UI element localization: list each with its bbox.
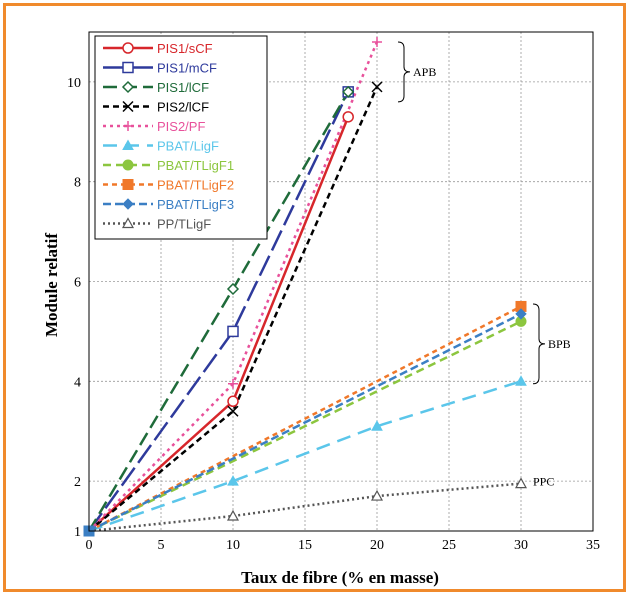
legend-label: PIS2/lCF	[157, 100, 209, 115]
data-point	[227, 405, 239, 417]
data-point	[371, 420, 383, 431]
data-point	[372, 36, 382, 47]
x-tick-label: 30	[514, 538, 528, 553]
series-line-3	[88, 86, 379, 532]
x-tick-label: 25	[442, 538, 456, 553]
data-point	[121, 217, 135, 229]
legend-label: PIS1/sCF	[157, 41, 213, 56]
data-point	[123, 121, 133, 131]
legend-label: PBAT/TLigF1	[157, 158, 234, 173]
y-axis-label: Module relatif	[42, 233, 61, 337]
data-point	[226, 509, 240, 521]
data-point	[342, 111, 354, 123]
legend-label: PBAT/LigF	[157, 139, 219, 154]
data-point	[122, 42, 134, 54]
y-tick-label: 1	[74, 525, 81, 540]
legend-label: PBAT/TLigF2	[157, 178, 234, 193]
data-point	[122, 100, 134, 113]
data-point	[515, 308, 527, 320]
brace	[397, 41, 411, 103]
series-line-5	[88, 380, 522, 533]
x-tick-label: 5	[158, 538, 165, 553]
data-point	[514, 477, 528, 489]
y-tick-label: 2	[74, 475, 81, 490]
data-point	[515, 375, 527, 386]
data-point	[226, 282, 240, 296]
legend: PIS1/sCF PIS1/mCF PIS1/lCF PIS2/lCF PIS2/PF P…	[94, 35, 268, 240]
annotation-label: BPB	[548, 337, 571, 351]
data-point	[371, 81, 383, 93]
plot-area	[88, 31, 594, 532]
data-point	[227, 325, 239, 338]
data-point	[122, 198, 134, 210]
data-point	[122, 139, 134, 150]
x-tick-label: 20	[370, 538, 384, 553]
y-tick-label: 10	[67, 76, 81, 91]
data-point	[121, 80, 135, 94]
grid	[89, 32, 593, 531]
data-point	[122, 179, 134, 190]
series-line-1	[87, 91, 350, 532]
series-line-8	[88, 312, 522, 533]
y-tick-label: 8	[74, 176, 81, 191]
legend-label: PIS2/PF	[157, 119, 205, 134]
x-tick-label: 15	[298, 538, 312, 553]
tick-labels: 0 5 10 15 20 25 30 35 1 2 4 6 8 10	[67, 76, 600, 553]
x-tick-label: 0	[86, 538, 93, 553]
data-point	[228, 378, 238, 389]
legend-label: PIS1/lCF	[157, 80, 209, 95]
y-tick-label: 4	[74, 375, 81, 390]
y-tick-label: 6	[74, 276, 81, 291]
data-point	[227, 395, 239, 408]
annotation-label: PPC	[533, 475, 554, 489]
brace	[532, 303, 546, 385]
data-point	[122, 159, 134, 171]
series-line-7	[88, 305, 522, 533]
legend-label: PBAT/TLigF3	[157, 197, 234, 212]
annotations: APB BPB PPC	[397, 41, 571, 489]
x-tick-label: 35	[586, 538, 600, 553]
data-point	[227, 475, 239, 486]
annotation-label: APB	[413, 65, 436, 79]
data-point	[122, 61, 134, 74]
x-tick-label: 10	[226, 538, 240, 553]
x-axis-label: Taux de fibre (% en masse)	[241, 568, 439, 587]
legend-label: PP/TLigF	[157, 217, 211, 232]
data-point	[370, 489, 384, 501]
legend-label: PIS1/mCF	[157, 61, 217, 76]
data-point	[342, 85, 355, 98]
series-line-6	[88, 320, 522, 533]
